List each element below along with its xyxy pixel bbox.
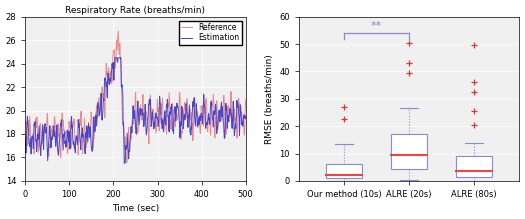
Estimation <box>170 130 176 132</box>
Reference <box>61 129 67 131</box>
Legend: Reference, Estimation: Reference, Estimation <box>178 21 242 45</box>
X-axis label: Time (sec): Time (sec) <box>112 205 159 214</box>
Line: Estimation: Estimation <box>25 58 246 163</box>
Estimation <box>122 144 129 147</box>
Estimation <box>153 112 159 114</box>
Estimation <box>112 57 118 59</box>
Estimation <box>243 115 249 118</box>
Estimation <box>79 134 85 137</box>
Reference <box>115 30 121 33</box>
Reference <box>153 132 159 134</box>
Title: Respiratory Rate (breaths/min): Respiratory Rate (breaths/min) <box>66 5 205 14</box>
Reference <box>22 121 28 124</box>
Bar <box>327 164 362 178</box>
Estimation <box>61 135 67 137</box>
Reference <box>122 136 129 138</box>
Reference <box>79 136 85 139</box>
Reference <box>170 120 176 123</box>
Bar <box>391 134 427 169</box>
Text: **: ** <box>371 21 382 31</box>
Reference <box>189 124 195 127</box>
Estimation <box>189 117 195 120</box>
Bar <box>456 156 492 177</box>
Reference <box>124 161 130 164</box>
Estimation <box>22 135 28 138</box>
Line: Reference: Reference <box>25 31 246 163</box>
Reference <box>243 98 249 101</box>
Estimation <box>121 162 128 165</box>
Y-axis label: RMSE (breaths/min): RMSE (breaths/min) <box>265 54 274 144</box>
